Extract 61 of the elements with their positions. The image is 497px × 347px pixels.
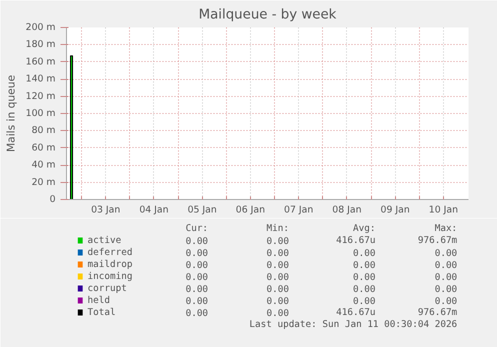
- y-tick-label: 180 m: [26, 39, 56, 50]
- text: 0.00: [186, 248, 208, 259]
- y-tick-label: 100 m: [26, 108, 56, 119]
- text: 0.00: [353, 272, 376, 283]
- legend-label: Total: [88, 307, 116, 318]
- text: 0.00: [266, 296, 290, 307]
- y-tick-label: 20 m: [32, 176, 56, 188]
- text: 0.00: [186, 296, 208, 307]
- text: 0.00: [353, 248, 376, 259]
- text: Last update: Sun Jan 11 00:30:04 2026: [249, 319, 458, 330]
- text: 0.00: [434, 248, 458, 259]
- chart-title: Mailqueue - by week: [198, 8, 337, 22]
- text: 0.00: [186, 260, 208, 271]
- text: 976.67m: [418, 307, 458, 318]
- x-tick-label: 10 Jan: [428, 204, 458, 216]
- legend-label: deferred: [88, 247, 132, 258]
- x-tick-label: 08 Jan: [332, 204, 362, 216]
- y-tick-label: 200 m: [26, 22, 56, 33]
- legend-label: corrupt: [88, 283, 127, 294]
- text: 0.00: [186, 308, 208, 319]
- text: 0.00: [434, 260, 458, 271]
- text: Avg:: [353, 223, 376, 234]
- text: Min:: [266, 223, 289, 234]
- y-tick-label: 80 m: [32, 125, 56, 136]
- text: 0.00: [434, 272, 458, 283]
- text: 0.00: [353, 284, 376, 295]
- legend-label: active: [88, 235, 122, 246]
- y-axis-title: Mails in queue: [4, 74, 18, 152]
- text: 0.00: [186, 272, 208, 283]
- text: 0.00: [266, 260, 290, 271]
- text: Cur:: [186, 223, 208, 234]
- text: Max:: [434, 223, 458, 234]
- text: 976.67m: [418, 235, 458, 246]
- y-tick-label: 60 m: [32, 142, 56, 154]
- text: 0.00: [266, 272, 290, 283]
- legend-label: held: [88, 295, 110, 306]
- text: 416.67u: [336, 307, 376, 318]
- text: 0.00: [434, 284, 458, 295]
- text: 0.00: [353, 296, 376, 307]
- y-tick-label: 0: [50, 194, 56, 205]
- text: 0.00: [186, 236, 208, 247]
- text: 0.00: [266, 236, 290, 247]
- legend-label: incoming: [88, 271, 132, 282]
- y-tick-label: 140 m: [26, 74, 56, 85]
- text: 0.00: [266, 284, 290, 295]
- text: 0.00: [434, 296, 458, 307]
- x-tick-label: 05 Jan: [188, 204, 217, 216]
- x-tick-label: 06 Jan: [236, 204, 266, 216]
- text: 0.00: [266, 308, 290, 319]
- legend-label: maildrop: [88, 259, 133, 270]
- y-tick-label: 40 m: [32, 160, 56, 171]
- text: 0.00: [266, 248, 290, 259]
- y-tick-label: 160 m: [26, 56, 56, 68]
- x-tick-label: 04 Jan: [139, 204, 169, 216]
- x-tick-label: 09 Jan: [380, 204, 410, 216]
- y-tick-label: 120 m: [26, 90, 56, 102]
- x-tick-label: 03 Jan: [91, 204, 120, 216]
- text: 416.67u: [336, 235, 376, 246]
- x-tick-label: 07 Jan: [284, 204, 314, 216]
- text: 0.00: [186, 284, 208, 295]
- text: 0.00: [353, 260, 376, 271]
